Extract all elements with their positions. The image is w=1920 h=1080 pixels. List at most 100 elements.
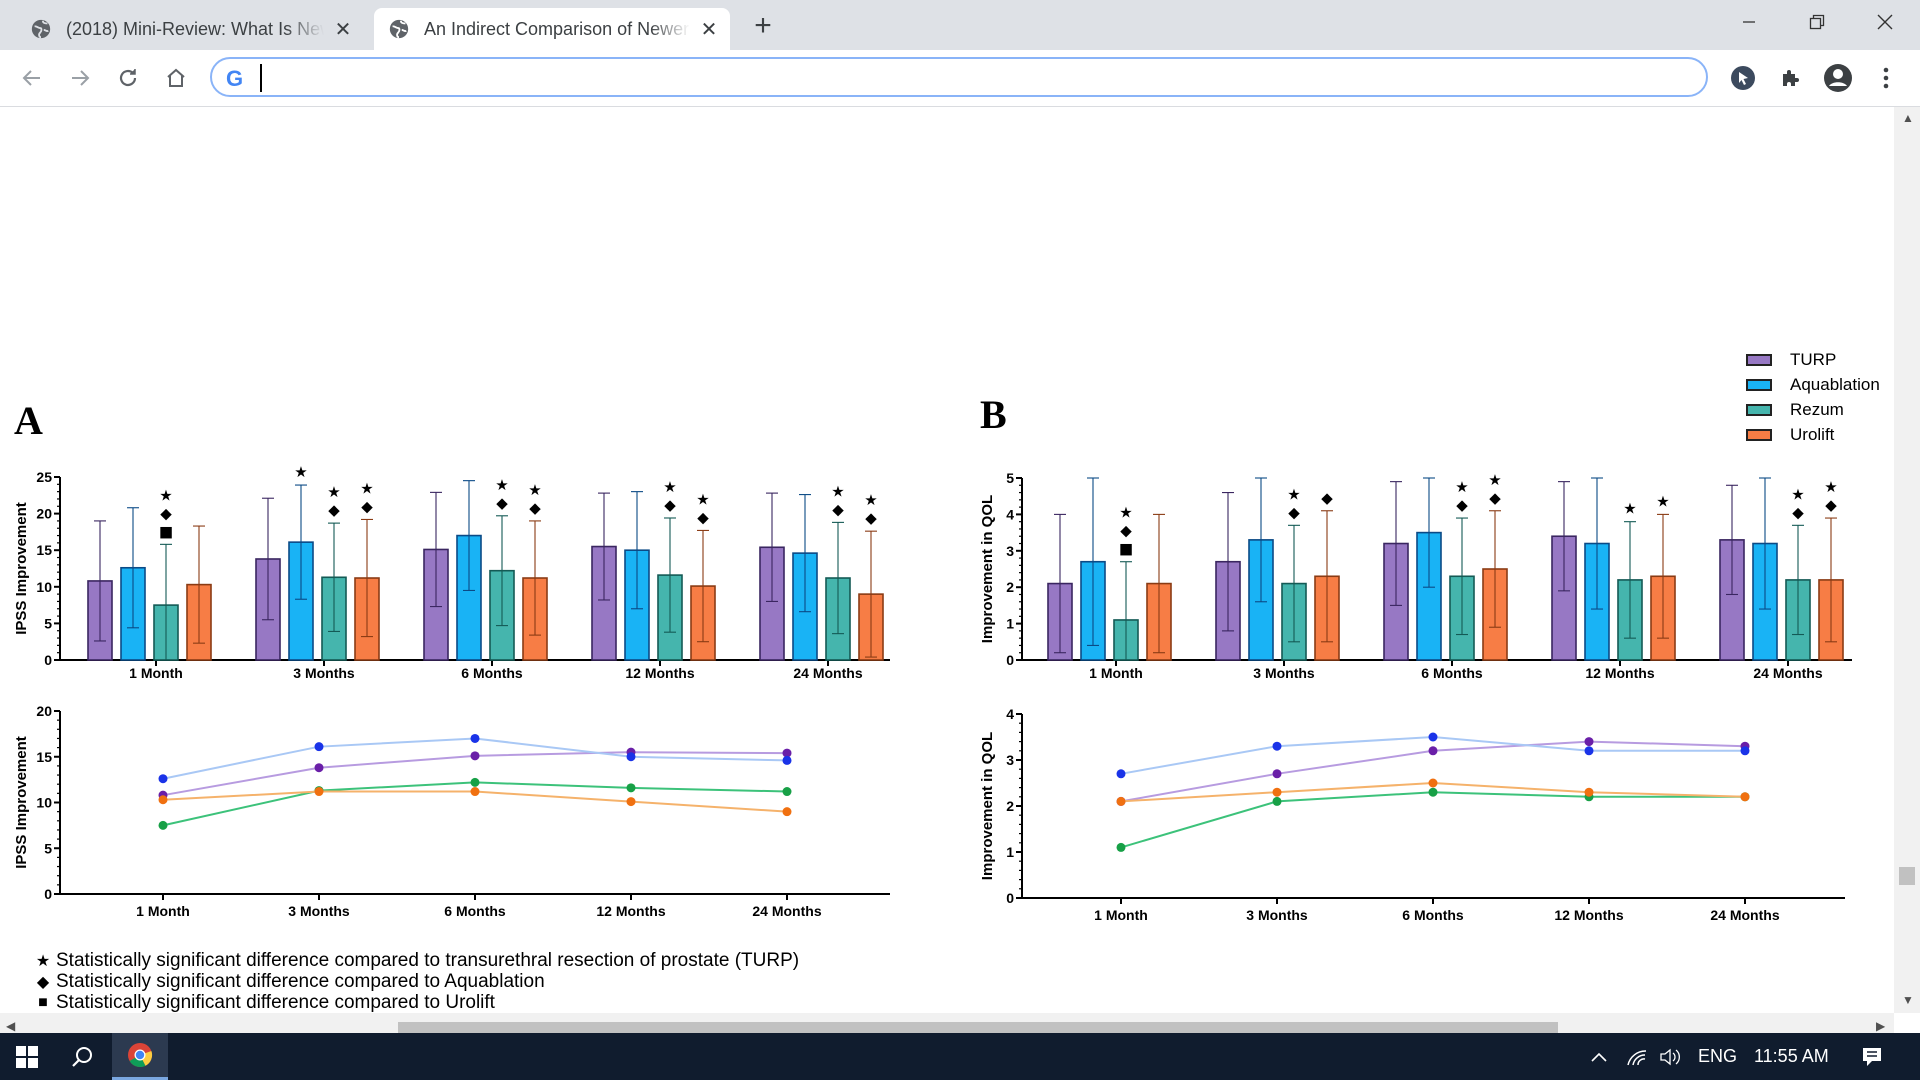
new-tab-button[interactable]: + xyxy=(754,9,772,42)
significance-marker: ★ xyxy=(1119,504,1132,522)
data-point xyxy=(782,807,792,817)
y-axis-label: Improvement in QOL xyxy=(979,495,996,643)
y-tick-label: 0 xyxy=(44,652,52,668)
scroll-up-icon[interactable]: ▲ xyxy=(1902,111,1914,125)
data-point xyxy=(626,752,636,762)
globe-icon xyxy=(389,19,409,39)
significance-marker: ★ xyxy=(1455,478,1468,496)
chrome-icon xyxy=(128,1043,153,1068)
significance-marker: ◆ xyxy=(1825,496,1837,514)
start-button[interactable] xyxy=(0,1033,54,1080)
chevron-up-icon xyxy=(1591,1052,1607,1062)
scroll-right-icon[interactable]: ▶ xyxy=(1876,1019,1886,1033)
significance-marker: ★ xyxy=(831,482,844,500)
tab-indirect-comparison[interactable]: An Indirect Comparison of Newer ✕ xyxy=(374,8,730,50)
data-point xyxy=(314,763,324,773)
reload-button[interactable] xyxy=(110,60,146,96)
tab-close-icon[interactable]: ✕ xyxy=(334,18,352,41)
legend-swatch xyxy=(1746,428,1772,441)
profile-button[interactable] xyxy=(1822,62,1854,94)
network-button[interactable] xyxy=(1622,1033,1652,1080)
legend-swatch xyxy=(1746,353,1772,366)
significance-marker: ◆ xyxy=(328,501,340,519)
data-point xyxy=(1428,732,1438,742)
minimize-button[interactable] xyxy=(1714,0,1784,44)
volume-button[interactable] xyxy=(1656,1033,1686,1080)
y-tick-label: 1 xyxy=(1006,844,1014,860)
footnote-text: Statistically significant difference com… xyxy=(56,950,800,971)
cursor-extension-icon xyxy=(1731,66,1755,90)
address-input[interactable] xyxy=(260,64,1666,92)
vertical-scroll-thumb[interactable] xyxy=(1899,867,1915,885)
vertical-scrollbar[interactable]: ▲ ▼ xyxy=(1894,107,1920,1013)
speaker-icon xyxy=(1660,1048,1680,1065)
footnote-turp: ★ Statistically significant difference co… xyxy=(30,950,799,972)
data-point xyxy=(470,733,480,743)
scroll-down-icon[interactable]: ▼ xyxy=(1902,993,1914,1007)
data-point xyxy=(1272,769,1282,779)
data-point xyxy=(782,755,792,765)
arrow-right-icon xyxy=(72,70,90,86)
tab-mini-review[interactable]: (2018) Mini-Review: What Is New ✕ xyxy=(16,8,364,50)
y-tick-label: 5 xyxy=(1006,470,1014,486)
extension-cursor-button[interactable] xyxy=(1727,62,1759,94)
data-point xyxy=(1584,787,1594,797)
y-tick-label: 20 xyxy=(36,506,52,522)
show-hidden-icons-button[interactable] xyxy=(1584,1033,1614,1080)
x-tick-label: 3 Months xyxy=(1253,665,1315,681)
significance-marker: ◆ xyxy=(697,508,709,526)
y-tick-label: 3 xyxy=(1006,543,1014,559)
significance-marker: ◆ xyxy=(1456,496,1468,514)
taskbar-chrome[interactable] xyxy=(112,1033,168,1080)
action-center-button[interactable] xyxy=(1854,1033,1890,1080)
data-point xyxy=(1584,737,1594,747)
significance-marker: ◆ xyxy=(832,500,844,518)
forward-button[interactable] xyxy=(62,60,98,96)
legend-swatch xyxy=(1746,378,1772,391)
close-window-button[interactable] xyxy=(1850,0,1920,44)
data-point xyxy=(314,787,324,797)
data-point xyxy=(158,774,168,784)
clock[interactable]: 11:55 AM xyxy=(1754,1046,1829,1066)
y-tick-label: 3 xyxy=(1006,752,1014,768)
data-point xyxy=(1428,787,1438,797)
language-indicator[interactable]: ENG xyxy=(1698,1046,1738,1066)
page-content: A B TURP Aquablation Rezum Urolift 0 5 10 1… xyxy=(0,107,1894,1013)
google-g-icon: G xyxy=(226,66,244,91)
address-bar[interactable]: G xyxy=(210,57,1708,97)
restore-button[interactable] xyxy=(1782,0,1852,44)
legend-label: Urolift xyxy=(1790,424,1835,444)
tab-close-icon[interactable]: ✕ xyxy=(700,18,718,41)
data-point xyxy=(782,787,792,797)
significance-marker: ★ xyxy=(1791,485,1804,503)
significance-marker: ★ xyxy=(1287,485,1300,503)
significance-marker: ★ xyxy=(1656,492,1669,510)
x-tick-label: 6 Months xyxy=(1402,907,1464,923)
x-tick-label: 24 Months xyxy=(793,665,862,681)
x-tick-label: 24 Months xyxy=(1710,907,1779,923)
scroll-left-icon[interactable]: ◀ xyxy=(6,1019,16,1033)
legend-label: TURP xyxy=(1790,349,1837,369)
data-point xyxy=(158,820,168,830)
search-icon xyxy=(72,1046,92,1067)
y-tick-label: 10 xyxy=(36,579,52,595)
significance-marker: ◆ xyxy=(160,504,172,522)
square-icon: ■ xyxy=(38,994,48,1011)
legend-item-aquablation: Aquablation xyxy=(1746,372,1880,397)
x-tick-label: 3 Months xyxy=(288,903,350,919)
home-button[interactable] xyxy=(158,60,194,96)
back-button[interactable] xyxy=(14,60,50,96)
significance-marker: ■ xyxy=(1119,540,1133,558)
menu-button[interactable] xyxy=(1870,62,1902,94)
diamond-icon: ◆ xyxy=(36,974,50,991)
account-icon xyxy=(1824,64,1852,92)
search-button[interactable] xyxy=(58,1033,106,1080)
wifi-icon xyxy=(1627,1049,1647,1065)
data-point xyxy=(626,797,636,807)
extensions-button[interactable] xyxy=(1775,62,1807,94)
significance-marker: ◆ xyxy=(361,497,373,515)
significance-marker: ★ xyxy=(696,490,709,508)
y-tick-label: 5 xyxy=(44,840,52,856)
data-point xyxy=(158,795,168,805)
legend-label: Aquablation xyxy=(1790,374,1880,394)
